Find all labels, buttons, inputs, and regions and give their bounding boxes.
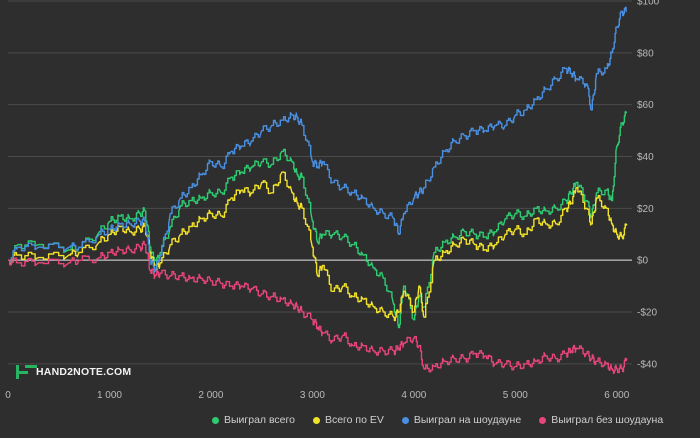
x-tick-label: 2 000 [198, 390, 223, 401]
watermark-text: HAND2NOTE.COM [36, 366, 132, 378]
x-tick-label: 5 000 [503, 390, 528, 401]
legend-item-3[interactable]: Выиграл на шоудауне [401, 414, 522, 426]
legend-marker-icon [401, 416, 409, 424]
series-line-1 [8, 111, 628, 329]
legend: Выиграл всего Всего по EV Выиграл на шоуда… [212, 414, 663, 426]
series-line-2 [8, 171, 628, 322]
legend-label: Выиграл на шоудауне [413, 414, 522, 426]
x-tick-label: 3 000 [300, 390, 325, 401]
legend-item-2[interactable]: Всего по EV [312, 414, 384, 426]
y-tick-label: $100 [637, 0, 660, 8]
x-tick-label: 6 000 [604, 390, 629, 401]
series-lines [8, 6, 628, 374]
y-tick-label: -$40 [637, 359, 657, 370]
x-tick-label: 4 000 [401, 390, 426, 401]
legend-item-1[interactable]: Выиграл всего [212, 414, 295, 426]
legend-item-4[interactable]: Выиграл без шоудауна [539, 414, 663, 426]
grid-lines [8, 0, 632, 365]
series-line-4 [8, 240, 628, 374]
legend-label: Выиграл всего [224, 414, 295, 426]
legend-marker-icon [539, 416, 547, 424]
y-tick-label: $40 [637, 152, 654, 163]
legend-label: Всего по EV [324, 414, 384, 426]
hand2note-logo-icon [14, 364, 30, 380]
watermark-logo: HAND2NOTE.COM [14, 364, 131, 380]
series-line-3 [8, 6, 628, 273]
y-axis-ticks: $100 $80 $60 $40 $20 $0 -$20 -$40 [637, 0, 660, 370]
x-tick-label: 0 [5, 390, 11, 401]
legend-label: Выиграл без шоудауна [551, 414, 664, 426]
x-tick-label: 1 000 [97, 390, 122, 401]
x-axis-ticks: 0 1 000 2 000 3 000 4 000 5 000 6 000 [5, 390, 630, 401]
y-tick-label: -$20 [637, 308, 657, 319]
legend-marker-icon [312, 416, 320, 424]
y-tick-label: $60 [637, 100, 654, 111]
y-tick-label: $0 [637, 256, 649, 267]
y-tick-label: $20 [637, 204, 654, 215]
y-tick-label: $80 [637, 48, 654, 59]
legend-marker-icon [212, 416, 219, 424]
